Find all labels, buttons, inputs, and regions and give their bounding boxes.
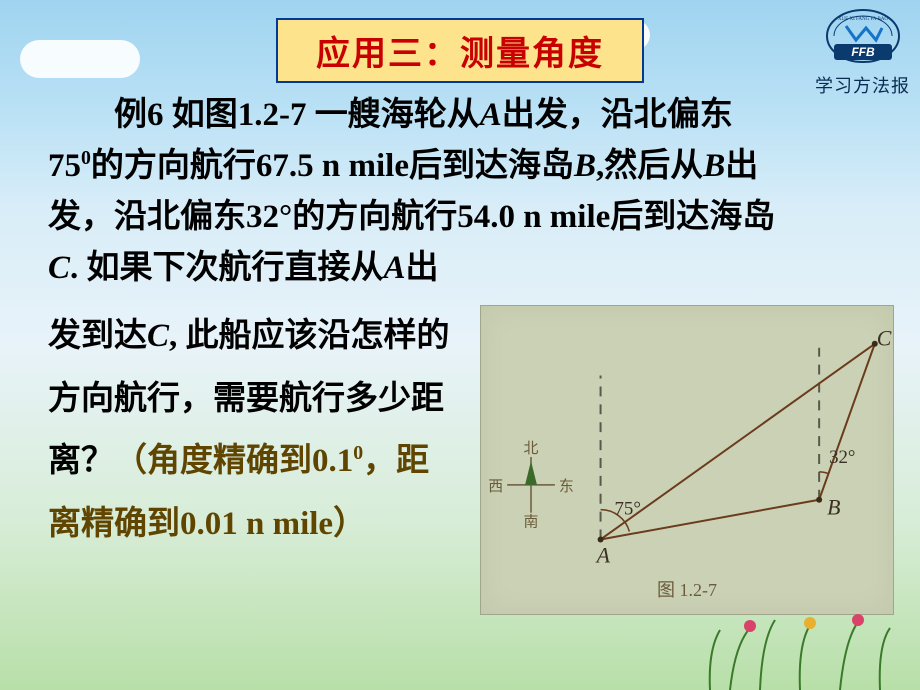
cloud-deco-1: [20, 40, 140, 78]
pA1: A: [480, 97, 502, 133]
arc-32: [819, 472, 829, 474]
svg-text:C: C: [877, 327, 892, 351]
t1: 一艘海轮从: [315, 97, 480, 133]
section-title: 应用三：测量角度: [316, 36, 604, 73]
problem-text-left: 发到达C, 此船应该沿怎样的 方向航行，需要航行多少距 离？（角度精确到0.10…: [48, 305, 478, 556]
t7: 发，沿北偏东: [48, 199, 246, 235]
ang2: 32°: [246, 199, 292, 235]
pC2: C: [147, 318, 169, 354]
svg-text:南: 南: [524, 514, 539, 531]
pc: ）: [333, 506, 366, 542]
point-b: [816, 497, 822, 503]
figure-svg: 北 南 东 西 A B C 75° 32°: [481, 306, 893, 614]
svg-text:32°: 32°: [829, 447, 855, 468]
svg-text:北: 北: [524, 440, 539, 457]
d2: 54.0 n mile: [457, 199, 610, 235]
deg2: 0: [353, 442, 363, 464]
pC1: C: [48, 250, 70, 286]
t4: 后到达海岛: [409, 148, 574, 184]
point-a: [598, 537, 604, 543]
compass-icon: 北 南 东 西: [488, 440, 573, 531]
svg-text:A: A: [595, 543, 611, 567]
svg-text:西: 西: [488, 479, 503, 495]
logo-icon: XUE XI FANG FA BAO FFB: [824, 8, 902, 70]
section-title-box: 应用三：测量角度: [276, 18, 644, 83]
pB2: B: [703, 148, 725, 184]
l3: 离？: [48, 443, 114, 479]
t5: ,然后从: [596, 148, 703, 184]
t3: 的方向航行: [91, 148, 256, 184]
svg-text:XUE XI FANG FA BAO: XUE XI FANG FA BAO: [837, 17, 887, 22]
pA2: A: [384, 250, 406, 286]
l1b: , 此船应该沿怎样的: [169, 318, 450, 354]
point-c: [872, 341, 878, 347]
example-label: 例6: [114, 97, 164, 133]
t10: . 如果下次航行直接从: [70, 250, 384, 286]
pa: （角度精确到0.1: [114, 443, 353, 479]
problem-text: 例6 如图1.2-7 一艘海轮从A出发，沿北偏东 750的方向航行67.5 n …: [48, 90, 880, 295]
svg-text:FFB: FFB: [851, 45, 875, 59]
d1: 67.5 n mile: [256, 148, 409, 184]
l2: 方向航行，需要航行多少距: [48, 368, 478, 431]
deg1: 0: [81, 147, 91, 169]
ang1: 75: [48, 148, 81, 184]
pb: ，距: [363, 443, 429, 479]
l4: 离精确到0.01 n mile: [48, 506, 333, 542]
logo-area: XUE XI FANG FA BAO FFB 学习方法报: [815, 8, 910, 98]
figure-1-2-7: 北 南 东 西 A B C 75° 32°: [480, 305, 894, 615]
svg-text:75°: 75°: [614, 499, 640, 520]
svg-text:东: 东: [559, 478, 574, 495]
grass-decoration-icon: [690, 590, 910, 690]
t9: 后到达海岛: [610, 199, 775, 235]
t11: 出: [406, 250, 439, 286]
fig-ref: 如图1.2-7: [172, 97, 307, 133]
t8: 的方向航行: [292, 199, 457, 235]
t2: 出发，沿北偏东: [502, 97, 733, 133]
l1: 发到达: [48, 318, 147, 354]
svg-text:B: B: [827, 496, 840, 520]
t6: 出: [725, 148, 758, 184]
pB1: B: [574, 148, 596, 184]
